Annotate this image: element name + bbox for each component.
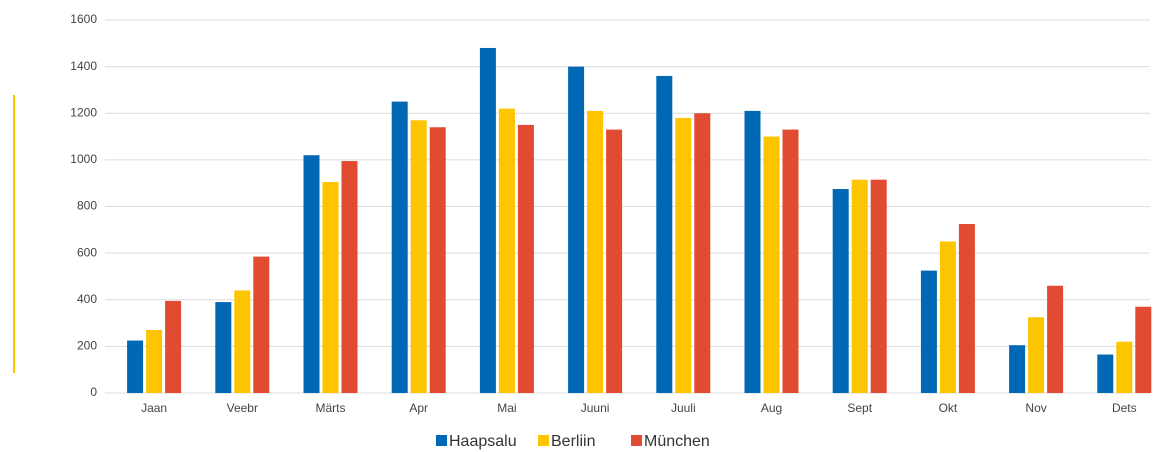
y-tick-label: 1200 [70,105,97,119]
legend-label: München [644,433,710,450]
bar [958,223,975,393]
y-tick-label: 1000 [70,152,97,166]
bar [606,129,623,393]
y-tick-label: 1600 [70,12,97,26]
bar [517,124,534,393]
y-tick-label: 400 [77,292,97,306]
bar [587,110,604,393]
y-tick-label: 600 [77,245,97,259]
x-tick-label: Sept [847,401,872,415]
bar [429,127,446,394]
bar [410,120,427,394]
x-tick-label: Märts [316,401,346,415]
bar [391,101,408,393]
legend-label: Haapsalu [449,433,517,450]
bar [1097,354,1114,393]
bar [234,290,251,393]
bar [656,75,673,393]
bar [851,179,868,393]
x-tick-label: Juuli [671,401,696,415]
bar [303,155,320,393]
x-tick-label: Aug [761,401,782,415]
legend-swatch [631,435,642,446]
x-tick-label: Veebr [227,401,258,415]
bar [782,129,799,393]
bar [832,189,849,393]
bar [694,113,711,393]
y-tick-label: 800 [77,199,97,213]
x-tick-label: Apr [409,401,428,415]
bar [127,340,144,393]
y-tick-label: 200 [77,339,97,353]
bar [939,241,956,393]
bar [322,182,339,393]
x-tick-label: Dets [1112,401,1137,415]
x-tick-label: Jaan [141,401,167,415]
bar [675,117,692,393]
legend-label: Berliin [551,433,595,450]
bar [1116,341,1133,393]
legend: Haapsalu Berliin München [436,433,710,450]
legend-swatch [538,435,549,446]
bar [568,66,585,393]
bar [146,330,163,393]
x-tick-label: Okt [939,401,958,415]
x-tick-label: Mai [497,401,516,415]
bar [920,270,937,393]
bar [165,300,182,393]
y-tick-label: 0 [90,385,97,399]
x-tick-label: Nov [1025,401,1046,415]
bar [479,47,496,393]
bar [1135,306,1152,393]
bar [763,136,780,393]
bar [253,256,270,393]
y-tick-label: 1400 [70,59,97,73]
bar [870,179,887,393]
bar [1009,345,1026,393]
legend-swatch [436,435,447,446]
bar [1047,285,1064,393]
bar [498,108,515,394]
bar [215,302,232,393]
bar [341,161,358,393]
bar [744,110,761,393]
x-tick-label: Juuni [581,401,610,415]
bar [1028,317,1045,393]
